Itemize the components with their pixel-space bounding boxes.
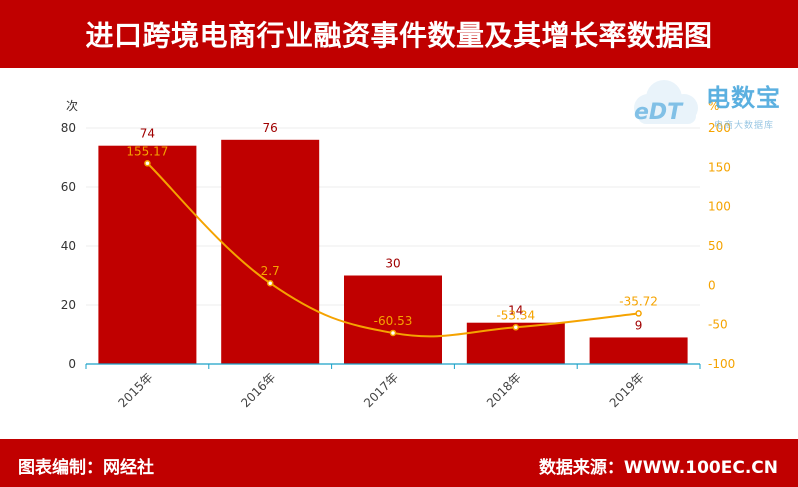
- header-bar: 进口跨境电商行业融资事件数量及其增长率数据图: [0, 0, 798, 68]
- y-right-tick-label: -50: [708, 318, 728, 332]
- x-tick-label: 2015年: [116, 370, 156, 410]
- y-left-tick-label: 0: [68, 357, 76, 371]
- bar-data-label: 30: [385, 257, 400, 271]
- y-right-axis-label: %: [708, 99, 719, 113]
- bar: [98, 145, 197, 364]
- bar: [221, 139, 320, 364]
- line-data-label: -35.72: [619, 294, 658, 308]
- y-right-tick-label: 100: [708, 200, 731, 214]
- line-data-label: -60.53: [374, 314, 413, 328]
- y-left-tick-label: 60: [61, 180, 76, 194]
- footer-source: 数据来源：WWW.100EC.CN: [538, 458, 778, 478]
- y-right-tick-label: 50: [708, 239, 723, 253]
- line-point: [512, 324, 520, 331]
- y-left-tick-label: 40: [61, 239, 76, 253]
- footer-credit: 图表编制：网经社: [18, 458, 154, 478]
- x-tick-label: 2016年: [238, 370, 278, 410]
- watermark-logo-icon: [634, 80, 698, 124]
- bar: [344, 275, 442, 364]
- y-right-tick-label: -100: [708, 357, 735, 371]
- footer-bar: 图表编制：网经社 数据来源：WWW.100EC.CN: [0, 439, 798, 487]
- line-point: [144, 160, 151, 167]
- line-point: [635, 310, 642, 317]
- watermark-badge: eDT: [634, 100, 683, 125]
- bar-data-label: 9: [635, 318, 643, 332]
- line-data-label: 2.7: [261, 264, 280, 278]
- y-left-axis-label: 次: [66, 99, 78, 113]
- bar-data-label: 76: [263, 121, 278, 135]
- line-data-label: -53.34: [496, 308, 535, 322]
- bar: [589, 337, 688, 364]
- x-tick-label: 2019年: [607, 370, 647, 410]
- x-tick-label: 2017年: [361, 370, 401, 410]
- chart-title: 进口跨境电商行业融资事件数量及其增长率数据图: [85, 19, 713, 52]
- watermark-subtitle: 电商大数据库: [714, 121, 775, 131]
- watermark-name: 电数宝: [706, 84, 781, 112]
- line-point: [389, 329, 397, 337]
- y-left-tick-label: 80: [61, 121, 76, 135]
- y-right-tick-label: 200: [708, 121, 731, 135]
- line-data-label: 155.17: [126, 144, 168, 158]
- chart: 0 20 40 60 80 -100 -50 0 50 100 150 200 次 % 2015年 2016年…: [61, 99, 736, 410]
- bar-data-label: 74: [140, 127, 155, 141]
- y-right-tick-label: 0: [708, 278, 716, 292]
- bar-data-label: 14: [508, 304, 523, 318]
- line-point: [266, 279, 274, 287]
- y-left-tick-label: 20: [61, 298, 76, 312]
- y-right-tick-label: 150: [708, 160, 731, 174]
- x-tick-label: 2018年: [484, 370, 524, 410]
